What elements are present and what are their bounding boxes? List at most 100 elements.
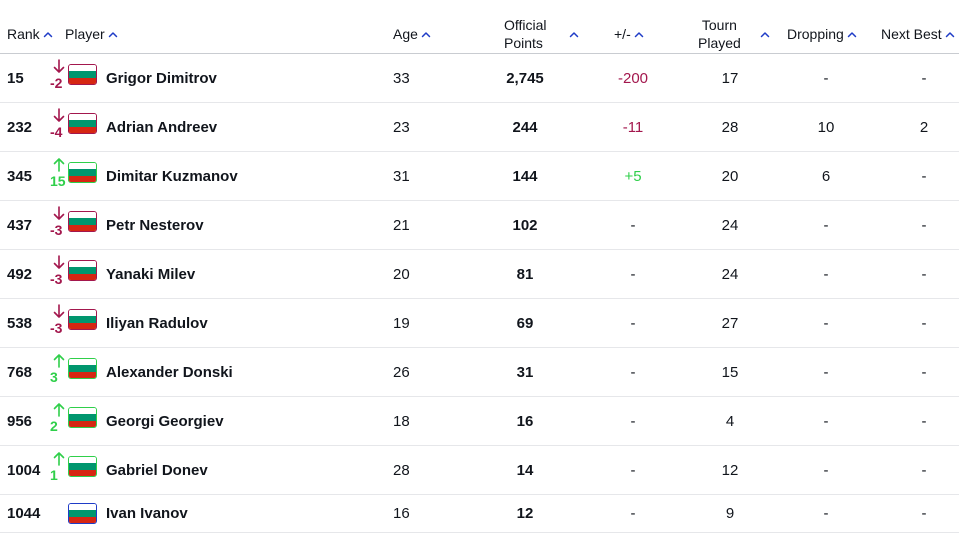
rank-movement: 15 xyxy=(50,157,70,195)
plus-minus-value: - xyxy=(630,461,636,479)
column-header-points-label-line1: Official xyxy=(504,17,547,33)
official-points-value: 144 xyxy=(512,167,538,185)
arrow-down-icon xyxy=(53,255,65,269)
sort-chevron-icon[interactable] xyxy=(760,30,770,40)
column-header-rank-label: Rank xyxy=(7,26,40,42)
table-row[interactable]: 768 3 Alexander Donski 26 31 - 15 - - xyxy=(0,348,959,397)
tourn-played-value: 17 xyxy=(721,69,739,87)
bulgaria-flag-icon xyxy=(68,503,97,524)
arrow-up-icon xyxy=(53,452,65,466)
arrow-down-icon xyxy=(53,108,65,122)
plus-minus-value: -11 xyxy=(622,118,644,136)
rank-value: 768 xyxy=(7,363,33,381)
plus-minus-value: +5 xyxy=(624,167,642,185)
arrow-up-icon xyxy=(53,158,65,172)
tourn-played-value: 9 xyxy=(725,505,735,522)
player-name-link[interactable]: Iliyan Radulov xyxy=(106,314,208,332)
table-row[interactable]: 956 2 Georgi Georgiev 18 16 - 4 - - xyxy=(0,397,959,446)
arrow-up-icon xyxy=(53,354,65,368)
sort-chevron-icon[interactable] xyxy=(43,30,53,40)
official-points-value: 14 xyxy=(516,461,534,479)
rank-movement-value: -3 xyxy=(50,320,63,336)
column-header-plusminus[interactable]: +/- xyxy=(614,25,644,43)
player-name-link[interactable]: Adrian Andreev xyxy=(106,118,218,136)
rank-movement: -2 xyxy=(50,59,70,97)
column-header-next-best[interactable]: Next Best xyxy=(881,25,955,43)
dropping-value: - xyxy=(823,314,829,332)
table-row[interactable]: 437 -3 Petr Nesterov 21 102 - 24 - - xyxy=(0,201,959,250)
table-row[interactable]: 1044 Ivan Ivanov 16 12 - 9 - - xyxy=(0,495,959,533)
official-points-value: 81 xyxy=(516,265,534,283)
dropping-value: - xyxy=(823,461,829,479)
rank-movement: -4 xyxy=(50,108,70,146)
rank-value: 345 xyxy=(7,167,33,185)
sort-chevron-icon[interactable] xyxy=(634,30,644,40)
official-points-value: 102 xyxy=(512,216,538,234)
bulgaria-flag-icon xyxy=(68,162,97,183)
rank-value: 437 xyxy=(7,216,33,234)
sort-chevron-icon[interactable] xyxy=(108,30,118,40)
rank-movement: -3 xyxy=(50,255,70,293)
player-name-link[interactable]: Dimitar Kuzmanov xyxy=(106,167,238,185)
column-header-tourn-played[interactable]: Tourn Played xyxy=(698,16,741,52)
player-name-link[interactable]: Petr Nesterov xyxy=(106,216,204,234)
bulgaria-flag-icon xyxy=(68,260,97,281)
next-best-value: 2 xyxy=(919,118,929,136)
next-best-value: - xyxy=(921,216,927,234)
next-best-value: - xyxy=(921,69,927,87)
next-best-value: - xyxy=(921,363,927,381)
table-row[interactable]: 1004 1 Gabriel Donev 28 14 - 12 - - xyxy=(0,446,959,495)
player-name-link[interactable]: Alexander Donski xyxy=(106,363,233,381)
arrow-down-icon xyxy=(53,59,65,73)
next-best-value: - xyxy=(921,265,927,283)
player-name-link[interactable]: Grigor Dimitrov xyxy=(106,69,217,87)
age-value: 18 xyxy=(393,412,410,430)
age-value: 20 xyxy=(393,265,410,283)
plus-minus-value: - xyxy=(630,265,636,283)
column-header-tourn-sort[interactable] xyxy=(757,25,770,43)
tourn-played-value: 15 xyxy=(721,363,739,381)
next-best-value: - xyxy=(921,167,927,185)
plus-minus-value: - xyxy=(630,363,636,381)
table-row[interactable]: 345 15 Dimitar Kuzmanov 31 144 +5 20 6 - xyxy=(0,152,959,201)
table-row[interactable]: 232 -4 Adrian Andreev 23 244 -11 28 10 2 xyxy=(0,103,959,152)
bulgaria-flag-icon xyxy=(68,358,97,379)
column-header-age[interactable]: Age xyxy=(393,25,431,43)
tourn-played-value: 20 xyxy=(721,167,739,185)
rank-movement-value: -4 xyxy=(50,124,63,140)
column-header-points[interactable]: Official Points xyxy=(504,16,547,52)
rank-movement-value: 2 xyxy=(50,418,58,434)
table-row[interactable]: 538 -3 Iliyan Radulov 19 69 - 27 - - xyxy=(0,299,959,348)
rank-movement-value: -3 xyxy=(50,222,63,238)
bulgaria-flag-icon xyxy=(68,456,97,477)
column-header-rank[interactable]: Rank xyxy=(7,25,53,43)
column-header-points-label-line2: Points xyxy=(504,35,543,51)
official-points-value: 69 xyxy=(516,314,534,332)
player-name-link[interactable]: Ivan Ivanov xyxy=(106,505,188,522)
sort-chevron-icon[interactable] xyxy=(421,30,431,40)
sort-chevron-icon[interactable] xyxy=(847,30,857,40)
age-value: 26 xyxy=(393,363,410,381)
age-value: 21 xyxy=(393,216,410,234)
player-name-link[interactable]: Yanaki Milev xyxy=(106,265,196,283)
column-header-player[interactable]: Player xyxy=(65,25,118,43)
plus-minus-value: -200 xyxy=(617,69,649,87)
next-best-value: - xyxy=(921,505,927,522)
rank-movement: 3 xyxy=(50,353,70,391)
sort-chevron-icon[interactable] xyxy=(945,30,955,40)
official-points-value: 31 xyxy=(516,363,534,381)
table-row[interactable]: 15 -2 Grigor Dimitrov 33 2,745 -200 17 - - xyxy=(0,54,959,103)
tourn-played-value: 12 xyxy=(721,461,739,479)
rank-movement: -3 xyxy=(50,206,70,244)
player-name-link[interactable]: Georgi Georgiev xyxy=(106,412,224,430)
column-header-dropping[interactable]: Dropping xyxy=(787,25,857,43)
column-header-points-sort[interactable] xyxy=(566,25,579,43)
player-name-link[interactable]: Gabriel Donev xyxy=(106,461,208,479)
rank-value: 1044 xyxy=(7,505,41,522)
sort-chevron-icon[interactable] xyxy=(569,30,579,40)
rank-value: 15 xyxy=(7,69,24,87)
tourn-played-value: 24 xyxy=(721,265,739,283)
table-row[interactable]: 492 -3 Yanaki Milev 20 81 - 24 - - xyxy=(0,250,959,299)
plus-minus-value: - xyxy=(630,412,636,430)
age-value: 16 xyxy=(393,505,410,522)
